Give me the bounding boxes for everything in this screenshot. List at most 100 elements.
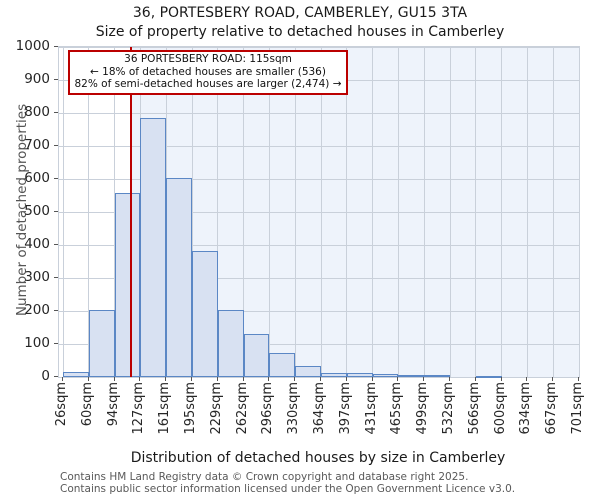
- v-gridline: [320, 47, 322, 377]
- x-tick-mark: [320, 377, 321, 381]
- x-tick-label: 229sqm: [208, 382, 224, 435]
- y-tick-label: 1000: [15, 38, 50, 54]
- y-tick-label: 800: [24, 104, 50, 120]
- y-tick-mark: [54, 376, 58, 377]
- x-tick-mark: [578, 377, 579, 381]
- v-gridline: [268, 47, 270, 377]
- x-tick-mark: [526, 377, 528, 381]
- x-tick-label: 26sqm: [54, 382, 69, 427]
- v-gridline: [475, 47, 477, 377]
- x-tick-label: 94sqm: [105, 382, 121, 427]
- attribution-line-1: Contains HM Land Registry data © Crown c…: [60, 471, 469, 483]
- x-tick-mark: [371, 377, 373, 381]
- x-tick-mark: [139, 377, 141, 381]
- x-tick-label: 532sqm: [441, 382, 456, 435]
- annotation-line-2: ← 18% of detached houses are smaller (53…: [90, 65, 326, 78]
- h-gridline: [59, 310, 579, 312]
- v-gridline: [346, 47, 348, 377]
- y-tick-label: 900: [24, 71, 50, 87]
- h-gridline: [59, 46, 579, 48]
- histogram-bar: [424, 375, 450, 378]
- x-tick-label: 330sqm: [286, 382, 302, 435]
- v-gridline: [449, 47, 451, 377]
- y-tick-mark: [54, 112, 58, 113]
- histogram-bar: [114, 192, 141, 377]
- chart-title: 36, PORTESBERY ROAD, CAMBERLEY, GU15 3TA: [132, 5, 468, 21]
- v-gridline: [552, 47, 554, 377]
- x-tick-mark: [87, 377, 89, 381]
- x-tick-label: 701sqm: [570, 382, 585, 435]
- v-gridline: [243, 47, 245, 377]
- attribution-footer: Contains HM Land Registry data © Crown c…: [60, 471, 600, 495]
- y-tick-label: 500: [24, 203, 50, 219]
- x-tick-label: 634sqm: [518, 382, 534, 435]
- h-gridline: [59, 145, 579, 147]
- v-gridline: [217, 47, 219, 377]
- h-gridline: [59, 343, 579, 345]
- h-gridline: [59, 112, 579, 114]
- v-gridline: [191, 47, 193, 377]
- x-tick-label: 127sqm: [131, 382, 147, 435]
- x-tick-mark: [216, 377, 218, 381]
- y-tick-label: 300: [24, 269, 50, 285]
- y-tick-label: 400: [24, 236, 50, 252]
- v-gridline: [501, 47, 503, 377]
- x-tick-label: 296sqm: [260, 382, 276, 435]
- x-tick-label: 60sqm: [79, 382, 95, 427]
- y-tick-mark: [54, 277, 58, 278]
- histogram-bar: [346, 373, 373, 377]
- x-tick-label: 667sqm: [544, 382, 560, 435]
- x-tick-label: 364sqm: [312, 382, 327, 435]
- y-tick-mark: [54, 178, 58, 179]
- y-tick-mark: [54, 343, 58, 344]
- v-gridline: [88, 47, 90, 377]
- y-tick-mark: [54, 46, 58, 47]
- y-tick-label: 100: [24, 335, 50, 351]
- histogram-bar: [140, 117, 167, 377]
- chart-subtitle: Size of property relative to detached ho…: [95, 24, 505, 40]
- y-tick-label: 700: [24, 137, 50, 153]
- histogram-bar: [166, 177, 192, 377]
- y-tick-mark: [54, 244, 58, 245]
- y-tick-label: 200: [24, 302, 50, 318]
- x-tick-mark: [165, 377, 167, 381]
- histogram-bar: [243, 333, 270, 377]
- x-tick-label: 161sqm: [157, 382, 173, 435]
- x-tick-label: 566sqm: [466, 382, 482, 435]
- annotation-line-1: 36 PORTESBERY ROAD: 115sqm: [124, 53, 292, 65]
- y-tick-mark: [54, 145, 58, 146]
- y-tick-mark: [54, 79, 58, 80]
- x-tick-mark: [113, 377, 115, 381]
- x-tick-mark: [191, 377, 192, 381]
- histogram-bar: [321, 373, 347, 377]
- h-gridline: [59, 376, 579, 378]
- v-gridline: [423, 47, 425, 377]
- x-tick-label: 600sqm: [492, 382, 508, 435]
- v-gridline: [526, 47, 528, 377]
- x-tick-label: 195sqm: [183, 382, 198, 435]
- y-tick-mark: [54, 310, 58, 311]
- x-tick-label: 262sqm: [234, 382, 250, 435]
- v-gridline: [372, 47, 374, 377]
- x-tick-label: 499sqm: [415, 382, 431, 435]
- attribution-line-2: Contains public sector information licen…: [60, 483, 516, 495]
- histogram-bar: [398, 375, 425, 378]
- h-gridline: [59, 244, 579, 246]
- x-tick-mark: [242, 377, 244, 381]
- x-tick-mark: [449, 377, 450, 381]
- x-tick-mark: [62, 377, 63, 381]
- x-tick-mark: [268, 377, 270, 381]
- v-gridline: [294, 47, 296, 377]
- x-axis-label: Distribution of detached houses by size …: [130, 450, 506, 466]
- x-tick-label: 431sqm: [363, 382, 379, 435]
- histogram-bar: [217, 310, 244, 377]
- x-tick-mark: [397, 377, 399, 381]
- histogram-bar: [192, 250, 218, 377]
- x-tick-mark: [423, 377, 425, 381]
- h-gridline: [59, 277, 579, 279]
- histogram-bar: [295, 366, 321, 377]
- y-tick-label: 600: [24, 170, 50, 186]
- annotation-box: 36 PORTESBERY ROAD: 115sqm ← 18% of deta…: [68, 50, 348, 95]
- annotation-line-3: 82% of semi-detached houses are larger (…: [74, 78, 342, 90]
